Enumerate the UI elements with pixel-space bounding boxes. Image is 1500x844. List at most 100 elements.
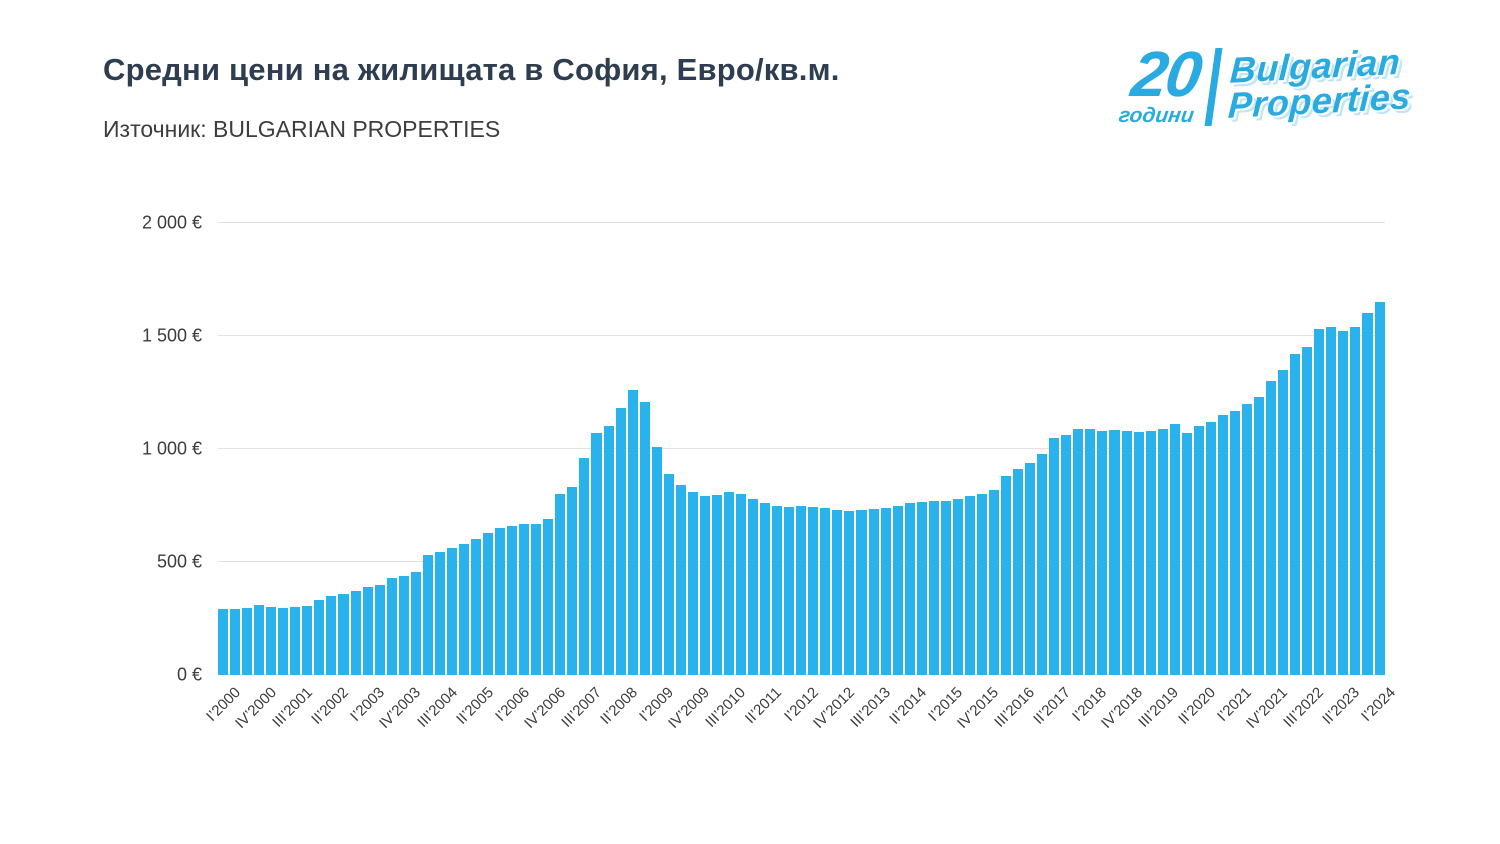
bar: [615, 408, 626, 675]
bar: [723, 491, 735, 675]
bar: [1254, 397, 1265, 675]
bar: [639, 401, 650, 675]
bar: [748, 498, 759, 675]
bar: [254, 604, 265, 675]
price-chart: 0 €500 €1 000 €1 500 €2 000 € I’2000 IV’2…: [142, 213, 1399, 732]
x-tick-label: II’2023: [1319, 684, 1363, 728]
bar: [1290, 354, 1301, 675]
x-axis-labels: I’2000 IV’2000 III’2001 II’2002 I’2003 IV’200…: [203, 675, 1399, 775]
bar: [1169, 424, 1180, 675]
x-tick-label: III’2022: [1279, 684, 1327, 731]
bar: [1037, 453, 1048, 675]
gridline: [218, 222, 1385, 223]
bar: [362, 586, 373, 675]
bar: [314, 600, 325, 675]
bar: [699, 496, 710, 675]
bar: [434, 551, 445, 675]
bar: [374, 584, 385, 675]
bar: [326, 595, 337, 675]
x-tick-label: II’2008: [597, 684, 642, 728]
bar: [880, 507, 891, 675]
bar: [736, 494, 747, 675]
bar: [386, 577, 397, 675]
logo-number: 20: [1127, 38, 1205, 110]
bar: [784, 506, 795, 675]
logo-divider: [1204, 48, 1223, 126]
bar: [603, 426, 614, 675]
bar: [964, 496, 975, 675]
bar: [1302, 347, 1313, 675]
bar: [579, 458, 590, 675]
bar: [1061, 435, 1072, 675]
bar: [446, 548, 457, 675]
bar: [1133, 432, 1144, 675]
bar: [1157, 428, 1168, 675]
bar: [1350, 326, 1361, 675]
bar: [928, 500, 939, 675]
bar: [808, 506, 819, 675]
bar: [567, 487, 578, 675]
gridline: [218, 448, 1385, 449]
bar: [1326, 326, 1337, 675]
bars: [218, 223, 1385, 675]
bar: [868, 508, 879, 675]
x-tick-label: III’2010: [702, 684, 750, 731]
bar: [302, 606, 313, 675]
bar: [760, 503, 771, 675]
chart-title: Средни цени на жилищата в София, Евро/кв…: [103, 52, 840, 87]
y-tick-label: 2 000 €: [141, 212, 202, 233]
bar: [398, 575, 409, 675]
bar: [663, 473, 674, 675]
bar: [976, 494, 987, 675]
x-tick-label: III’2016: [991, 684, 1039, 731]
bar: [820, 507, 831, 675]
bar: [1314, 329, 1325, 675]
bar: [1362, 313, 1373, 675]
bar: [796, 505, 807, 675]
bulgarian-properties-logo: 20 години Bulgarian Properties: [1117, 38, 1413, 128]
bar: [627, 390, 638, 675]
bar: [1109, 429, 1120, 675]
logo-brand-line2: Properties: [1227, 75, 1413, 126]
bar: [519, 523, 530, 675]
bar: [989, 489, 1000, 675]
x-tick-label: III’2004: [413, 684, 461, 731]
bar: [1097, 430, 1108, 675]
bar: [1229, 410, 1240, 675]
bar: [458, 543, 469, 675]
logo-20-years: 20 години: [1117, 38, 1205, 128]
bar: [470, 539, 482, 675]
x-tick-label: III’2007: [558, 684, 605, 731]
bar: [1049, 437, 1060, 675]
bar: [675, 485, 686, 675]
bar: [1025, 462, 1036, 675]
bar: [916, 502, 927, 675]
x-tick-label: III’2019: [1135, 684, 1183, 731]
bar: [844, 511, 855, 675]
bar: [1266, 381, 1277, 675]
bar: [1073, 428, 1084, 675]
bar: [1121, 431, 1132, 675]
y-axis-labels: 0 € 500 € 1 000 € 1 500 € 2 000 €: [92, 213, 202, 685]
x-tick-label: II’2011: [742, 684, 786, 728]
bar: [230, 609, 241, 675]
bar: [543, 519, 554, 675]
bar: [531, 523, 542, 675]
x-tick-label: II’2017: [1030, 684, 1075, 728]
y-tick-label: 1 500 €: [141, 325, 202, 346]
bar: [1374, 302, 1385, 675]
bar: [242, 608, 253, 675]
x-tick-label: II’2005: [452, 684, 497, 728]
bar: [591, 433, 602, 675]
bar: [952, 499, 963, 675]
x-tick-label: I’2024: [1358, 684, 1400, 725]
gridline: [218, 335, 1385, 336]
bar: [422, 555, 433, 675]
x-tick-label: II’2020: [1174, 684, 1219, 728]
bar: [832, 510, 843, 675]
bar: [772, 505, 783, 675]
logo-years-label: години: [1117, 104, 1196, 127]
bar: [483, 532, 494, 675]
bar: [892, 505, 903, 675]
